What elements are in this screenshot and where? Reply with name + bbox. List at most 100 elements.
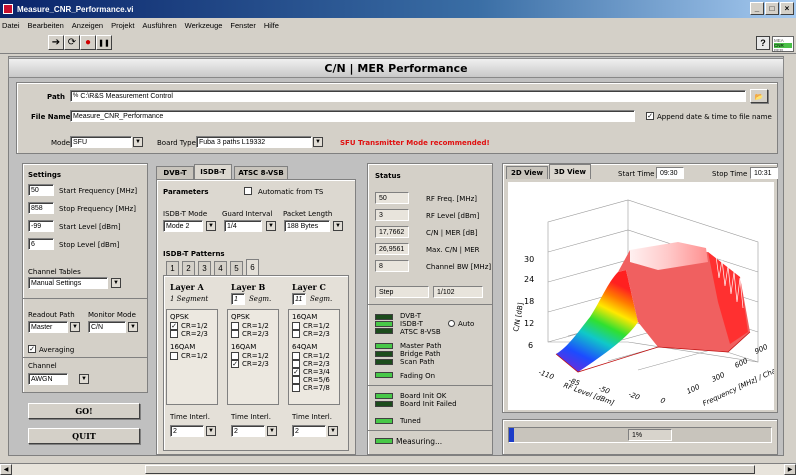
pattern-tab-5[interactable]: 5 (230, 261, 243, 275)
settings-value-field[interactable]: -99 (28, 220, 54, 232)
surface-edge (708, 252, 748, 344)
code-rate-checkbox[interactable] (231, 352, 239, 360)
channel-select[interactable]: AWGN (28, 373, 68, 385)
status-panel (367, 163, 493, 455)
chevron-down-icon[interactable]: ▼ (206, 221, 216, 231)
chevron-down-icon[interactable]: ▼ (266, 221, 276, 231)
code-rate-checkbox[interactable] (292, 330, 300, 338)
cnr-3d-plot[interactable]: 30 24 18 12 6 C/N [dB] -110 -85 -50 -20 … (508, 182, 774, 410)
status-value: 26,9561 (375, 243, 409, 255)
chevron-down-icon[interactable]: ▼ (328, 426, 338, 436)
segment-input[interactable]: 11 (292, 293, 306, 305)
mode-select[interactable]: SFU (70, 136, 132, 148)
isdb-mode-select[interactable]: Mode 2 (163, 220, 203, 232)
code-rate-checkbox[interactable] (292, 384, 300, 392)
chevron-down-icon[interactable]: ▼ (128, 322, 138, 332)
append-date-checkbox[interactable]: ✓ (646, 112, 654, 120)
scan-path-label: Scan Path (400, 358, 435, 366)
z-tick-labels: 30 24 18 12 6 (524, 255, 534, 350)
pattern-tab-1[interactable]: 1 (166, 261, 179, 275)
scroll-thumb[interactable] (145, 465, 755, 474)
divider (22, 298, 148, 299)
tab-2d-view[interactable]: 2D View (506, 166, 548, 179)
quit-button[interactable]: QUIT (28, 428, 140, 444)
chevron-down-icon[interactable]: ▼ (206, 426, 216, 436)
code-rate-checkbox[interactable] (170, 330, 178, 338)
tab-isdb-t[interactable]: ISDB-T (194, 164, 232, 179)
menu-projekt[interactable]: Projekt (111, 20, 135, 30)
code-rate-checkbox[interactable]: ✓ (231, 360, 239, 368)
pause-icon[interactable]: ❚❚ (96, 35, 112, 50)
segment-input[interactable]: 1 (231, 293, 245, 305)
modulation-label: QPSK (231, 313, 250, 321)
readout-path-select[interactable]: Master (28, 321, 68, 333)
progress-fill (509, 428, 515, 442)
code-rate-checkbox[interactable] (292, 322, 300, 330)
run-continuously-icon[interactable]: ⟳ (64, 35, 80, 50)
time-interleaving-select[interactable]: 2 (292, 425, 326, 437)
channel-tables-select[interactable]: Manual Settings (28, 277, 108, 289)
modulation-label: QPSK (170, 313, 189, 321)
code-rate-checkbox[interactable] (292, 352, 300, 360)
tab-3d-view[interactable]: 3D View (549, 164, 591, 179)
time-interleaving-select[interactable]: 2 (170, 425, 204, 437)
code-rate-checkbox[interactable] (292, 376, 300, 384)
tab-dvb-t[interactable]: DVB-T (156, 166, 194, 179)
guard-interval-select[interactable]: 1/4 (224, 220, 262, 232)
maximize-button[interactable]: □ (765, 2, 779, 15)
tab-atsc[interactable]: ATSC 8-VSB (234, 166, 288, 179)
board-type-select[interactable]: Fuba 3 paths L19332 (196, 136, 312, 148)
pattern-tab-4[interactable]: 4 (214, 261, 227, 275)
segment-unit: Segm. (310, 295, 333, 303)
pattern-tab-3[interactable]: 3 (198, 261, 211, 275)
scroll-right-icon[interactable]: ▶ (784, 464, 796, 475)
chevron-down-icon[interactable]: ▼ (133, 137, 143, 147)
packet-length-select[interactable]: 188 Bytes (284, 220, 330, 232)
pattern-tab-6[interactable]: 6 (246, 259, 259, 275)
horizontal-scrollbar[interactable]: ◀ ▶ (0, 463, 796, 475)
menu-bearbeiten[interactable]: Bearbeiten (27, 20, 64, 30)
window-title: Measure_CNR_Performance.vi (17, 4, 134, 14)
settings-value-field[interactable]: 50 (28, 184, 54, 196)
settings-value-field[interactable]: 858 (28, 202, 54, 214)
abort-icon[interactable]: ● (80, 35, 96, 50)
minimize-button[interactable]: _ (750, 2, 764, 15)
chevron-down-icon[interactable]: ▼ (79, 374, 89, 384)
browse-folder-icon[interactable]: 📂 (750, 89, 768, 103)
code-rate-checkbox[interactable] (231, 330, 239, 338)
code-rate-checkbox[interactable] (170, 352, 178, 360)
code-rate-checkbox[interactable] (231, 322, 239, 330)
help-icon[interactable]: ? (756, 36, 770, 50)
menu-anzeigen[interactable]: Anzeigen (71, 20, 104, 30)
chevron-down-icon[interactable]: ▼ (111, 278, 121, 288)
chevron-down-icon[interactable]: ▼ (333, 221, 343, 231)
menu-datei[interactable]: Datei (2, 20, 20, 30)
monitor-mode-select[interactable]: C/N (88, 321, 126, 333)
code-rate-checkbox[interactable]: ✓ (170, 322, 178, 330)
time-interleaving-label: Time Interl. (231, 413, 271, 421)
scroll-left-icon[interactable]: ◀ (0, 464, 12, 475)
auto-radio[interactable] (448, 320, 455, 327)
run-arrow-icon[interactable]: ➔ (48, 35, 64, 50)
chevron-down-icon[interactable]: ▼ (313, 137, 323, 147)
file-name-field[interactable]: Measure_CNR_Performance (70, 110, 635, 122)
pattern-tab-2[interactable]: 2 (182, 261, 195, 275)
time-interleaving-select[interactable]: 2 (231, 425, 265, 437)
settings-value-field[interactable]: 6 (28, 238, 54, 250)
averaging-checkbox[interactable]: ✓ (28, 345, 36, 353)
close-button[interactable]: × (780, 2, 794, 15)
code-rate-checkbox[interactable]: ✓ (292, 368, 300, 376)
menu-ausfuehren[interactable]: Ausführen (142, 20, 177, 30)
menu-fenster[interactable]: Fenster (230, 20, 256, 30)
menu-werkzeuge[interactable]: Werkzeuge (184, 20, 223, 30)
path-field[interactable]: % C:\R&S Measurement Control (70, 90, 746, 102)
status-value: 8 (375, 260, 409, 272)
code-rate-checkbox[interactable] (292, 360, 300, 368)
packet-length-label: Packet Length (283, 210, 333, 218)
chevron-down-icon[interactable]: ▼ (70, 322, 80, 332)
automatic-from-ts-checkbox[interactable] (244, 187, 252, 195)
menu-hilfe[interactable]: Hilfe (263, 20, 279, 30)
z-tick-label: 30 (524, 255, 534, 264)
go-button[interactable]: GO! (28, 403, 140, 419)
chevron-down-icon[interactable]: ▼ (267, 426, 277, 436)
